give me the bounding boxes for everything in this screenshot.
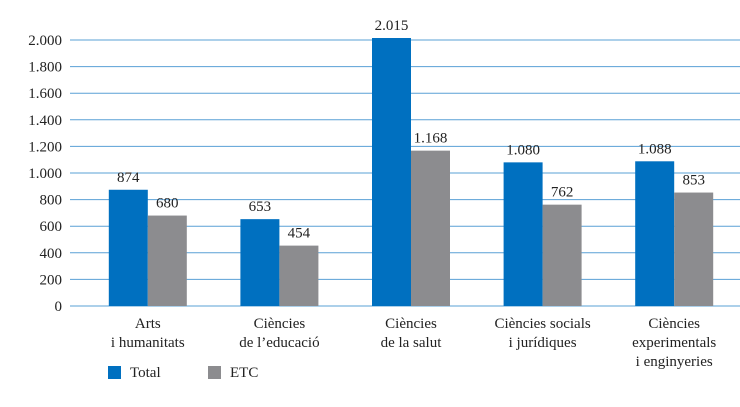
- legend-swatch: [108, 366, 121, 379]
- bar: [411, 150, 450, 306]
- y-tick-label: 2.000: [28, 33, 62, 49]
- data-label: 762: [551, 185, 574, 201]
- data-label: 1.088: [638, 141, 672, 157]
- data-label: 853: [682, 173, 705, 189]
- bar: [279, 245, 319, 306]
- bar: [372, 38, 411, 306]
- bar: [674, 192, 714, 306]
- bar: [635, 161, 675, 306]
- bar: [503, 162, 543, 306]
- y-tick-label: 600: [40, 219, 63, 235]
- y-tick-label: 200: [40, 272, 63, 288]
- x-tick-label: Ciències experimentals i enginyeries: [632, 316, 716, 370]
- data-label: 1.168: [414, 131, 448, 147]
- legend-label: ETC: [230, 365, 258, 381]
- legend-label: Total: [130, 365, 161, 381]
- y-tick-label: 1.800: [28, 60, 62, 76]
- y-tick-label: 1.200: [28, 139, 62, 155]
- x-tick-label: Ciències socials i jurídiques: [494, 316, 590, 351]
- y-tick-label: 400: [40, 246, 63, 262]
- x-tick-label: Ciències de la salut: [381, 316, 443, 351]
- y-tick-label: 800: [40, 193, 63, 209]
- y-tick-label: 0: [55, 299, 63, 315]
- legend-swatch: [208, 366, 221, 379]
- y-tick-label: 1.000: [28, 166, 62, 182]
- y-tick-label: 1.400: [28, 113, 62, 129]
- data-label: 1.080: [506, 142, 540, 158]
- bar: [240, 219, 280, 306]
- data-label: 454: [288, 226, 311, 242]
- data-label: 653: [249, 199, 272, 215]
- y-tick-label: 1.600: [28, 86, 62, 102]
- x-tick-label: Ciències de l’educació: [239, 316, 319, 351]
- data-label: 874: [117, 170, 140, 186]
- x-tick-label: Arts i humanitats: [111, 316, 185, 351]
- bar: [147, 215, 187, 306]
- bar: [542, 204, 582, 306]
- bar: [108, 189, 148, 306]
- data-label: 680: [156, 196, 179, 212]
- data-label: 2.015: [375, 18, 409, 34]
